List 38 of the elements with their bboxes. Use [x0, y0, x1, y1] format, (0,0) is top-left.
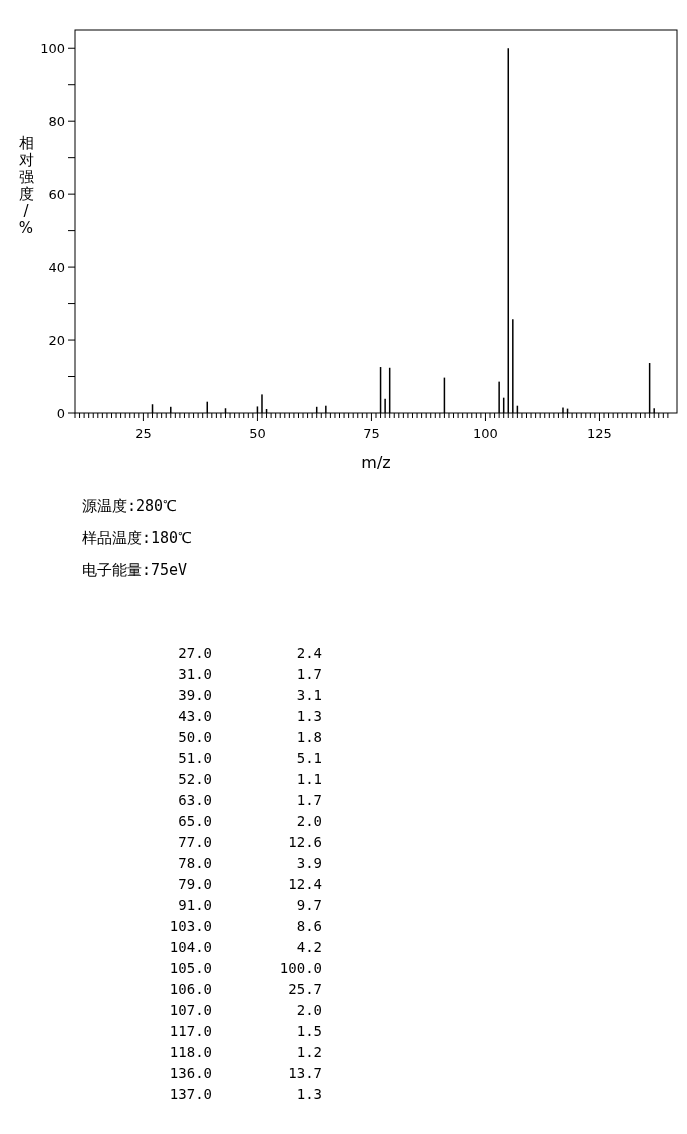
x-tick-label: 75 — [363, 426, 380, 441]
y-tick-label: 100 — [40, 41, 65, 57]
x-tick-label: 125 — [587, 426, 612, 441]
text: 50.0 1.8 — [178, 729, 322, 745]
text: 51.0 5.1 — [178, 750, 322, 766]
text: 118.0 1.2 — [169, 1044, 322, 1060]
y-tick-label: 0 — [56, 406, 65, 421]
text: 65.0 2.0 — [178, 813, 322, 829]
text: 117.0 1.5 — [169, 1023, 322, 1039]
text: 106.0 25.7 — [169, 981, 322, 997]
text: 电子能量:75eV — [82, 561, 188, 579]
text: 136.0 13.7 — [169, 1065, 322, 1081]
text: 源温度:280℃ — [82, 497, 178, 515]
y-axis-title: 相对强度/% — [18, 134, 34, 237]
text: 78.0 3.9 — [178, 855, 322, 871]
y-tick-label: 20 — [48, 333, 65, 349]
text: 79.0 12.4 — [178, 876, 322, 892]
y-tick-label: 60 — [48, 187, 65, 203]
x-tick-label: 100 — [473, 426, 498, 441]
text: 63.0 1.7 — [178, 792, 322, 808]
text: 104.0 4.2 — [169, 939, 322, 955]
text: 103.0 8.6 — [169, 918, 322, 934]
text: 91.0 9.7 — [178, 897, 322, 913]
x-tick-label: 25 — [135, 426, 152, 441]
text: 样品温度:180℃ — [82, 529, 193, 547]
text: 39.0 3.1 — [178, 687, 322, 703]
y-tick-label: 80 — [48, 114, 65, 130]
x-axis-title: m/z — [361, 453, 391, 472]
text: 137.0 1.3 — [169, 1086, 322, 1102]
text: 31.0 1.7 — [178, 666, 322, 682]
x-tick-label: 50 — [249, 426, 266, 441]
text: 27.0 2.4 — [178, 645, 322, 661]
text: 105.0 100.0 — [169, 960, 322, 976]
y-tick-label: 40 — [48, 260, 65, 276]
text: 43.0 1.3 — [178, 708, 322, 724]
text: 107.0 2.0 — [169, 1002, 322, 1018]
text: 77.0 12.6 — [178, 834, 322, 850]
text: 52.0 1.1 — [178, 771, 322, 787]
